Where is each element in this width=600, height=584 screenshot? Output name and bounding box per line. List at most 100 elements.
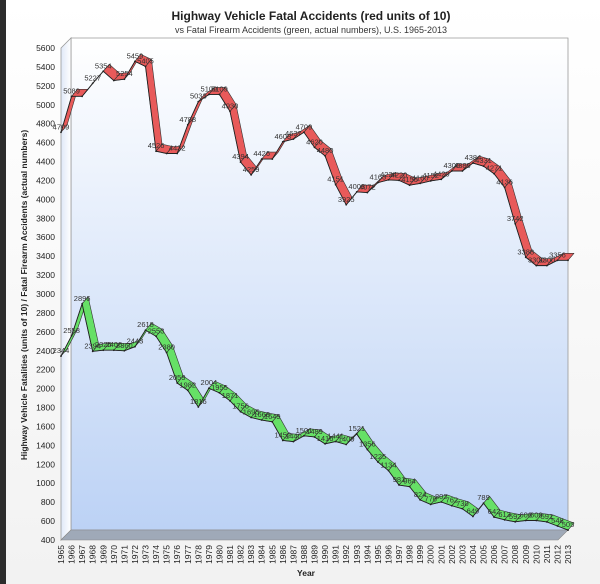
x-tick-label: 1970	[109, 545, 119, 564]
series-0-data-label: 5033	[190, 92, 207, 101]
y-tick-label: 800	[41, 497, 55, 507]
series-1-point	[176, 382, 179, 384]
series-0-point	[461, 170, 464, 172]
series-1-data-label: 1816	[190, 397, 207, 406]
series-0-data-label: 5109	[201, 84, 218, 93]
x-tick-label: 2000	[426, 545, 436, 564]
series-0-data-label: 4271	[486, 164, 503, 173]
x-tick-label: 2009	[521, 545, 531, 564]
series-1-data-label: 592	[509, 512, 522, 521]
x-tick-label: 1995	[373, 545, 383, 564]
plot-back-wall	[70, 37, 569, 531]
series-0-data-label: 3300	[528, 256, 545, 265]
series-1-point	[398, 484, 400, 486]
series-0-point	[134, 60, 136, 63]
series-0-point	[218, 93, 221, 96]
y-tick-label: 3200	[36, 270, 55, 280]
series-1-data-label: 2326	[95, 340, 112, 349]
series-0-data-label: 4309	[443, 161, 460, 170]
series-1-data-label: 776	[424, 494, 437, 503]
series-0-data-label: 3300	[539, 256, 556, 265]
series-1-data-label: 2443	[127, 337, 144, 346]
x-tick-label: 2007	[500, 545, 510, 564]
series-0-point	[429, 180, 432, 182]
series-1-data-label: 1409	[338, 435, 355, 444]
series-0-point	[355, 191, 358, 193]
x-tick-label: 1966	[67, 545, 77, 564]
y-tick-label: 3600	[36, 232, 55, 242]
series-0-point	[91, 82, 94, 85]
series-1-point	[239, 410, 242, 413]
series-0-point	[419, 182, 422, 185]
y-tick-label: 600	[41, 516, 55, 526]
x-tick-label: 1977	[183, 545, 193, 564]
series-1-data-label: 802	[435, 492, 448, 501]
series-1-data-label: 606	[519, 511, 532, 520]
y-axis-title: Highway Vehicle Fatalities (units of 10)…	[19, 130, 29, 460]
x-tick-label: 1982	[236, 545, 246, 564]
series-0-data-label: 3388	[517, 247, 534, 256]
series-1-data-label: 606	[530, 511, 543, 520]
series-0-point	[292, 138, 295, 141]
series-1-data-label: 505	[562, 520, 575, 529]
chart-subtitle: vs Fatal Firearm Accidents (green, actua…	[175, 25, 447, 35]
series-1-data-label: 649	[467, 506, 480, 515]
series-0-data-label: 4788	[179, 115, 196, 124]
series-1-point	[366, 448, 369, 451]
y-tick-label: 3800	[36, 213, 55, 223]
y-tick-label: 5200	[36, 81, 55, 91]
series-1-point	[324, 442, 326, 445]
series-0-data-label: 5405	[137, 56, 154, 65]
series-0-data-label: 4432	[169, 143, 186, 152]
series-1-point	[144, 329, 147, 332]
series-1-point	[334, 440, 337, 443]
series-1-data-label: 1489	[306, 427, 323, 436]
series-1-point	[70, 334, 73, 337]
series-0-data-label: 4136	[496, 177, 513, 186]
x-tick-label: 2004	[468, 545, 478, 564]
series-1-point	[567, 529, 569, 531]
series-1-data-label: 613	[498, 510, 511, 519]
series-1-data-label: 2360	[116, 341, 133, 350]
x-tick-label: 1974	[151, 545, 161, 564]
series-0-point	[176, 152, 179, 155]
series-0-data-label: 3742	[507, 214, 524, 223]
series-1-data-label: 2004	[201, 378, 218, 387]
series-0-point	[303, 131, 305, 134]
series-1-point	[292, 440, 295, 443]
series-0-data-label: 4389	[454, 161, 471, 170]
x-tick-label: 1986	[278, 545, 288, 564]
x-tick-label: 1978	[193, 545, 203, 564]
series-1-point	[91, 350, 94, 353]
series-1-point	[387, 469, 390, 472]
y-tick-label: 4400	[36, 157, 55, 167]
y-tick-label: 1600	[36, 421, 55, 431]
series-0-point	[556, 259, 559, 262]
series-0-data-label: 4163	[370, 173, 387, 182]
series-0-point	[102, 70, 105, 73]
series-1-point	[440, 501, 443, 503]
series-1-data-label: 1982	[179, 380, 196, 389]
series-1-data-label: 1134	[380, 461, 396, 470]
series-0-data-label: 5354	[95, 61, 112, 70]
series-1-point	[493, 516, 495, 519]
series-1-data-label: 1416	[317, 434, 334, 443]
y-tick-label: 2000	[36, 384, 55, 394]
series-1-data-label: 2059	[169, 373, 186, 382]
series-1-point	[503, 518, 506, 521]
series-0-point	[60, 131, 62, 134]
y-tick-label: 5000	[36, 100, 55, 110]
x-tick-label: 1990	[320, 545, 330, 564]
series-0-data-label: 4220	[391, 170, 408, 179]
x-tick-label: 2006	[489, 545, 499, 564]
series-1-point	[545, 521, 548, 523]
series-0-data-label: 4608	[274, 132, 291, 141]
y-tick-label: 1000	[36, 478, 55, 488]
series-0-data-label: 4072	[359, 183, 376, 192]
series-0-point	[229, 110, 231, 113]
series-0-data-label: 5089	[63, 86, 80, 95]
series-1-data-label: 730	[456, 499, 469, 508]
x-tick-label: 1985	[267, 545, 277, 564]
series-0-data-label: 4709	[296, 122, 313, 131]
